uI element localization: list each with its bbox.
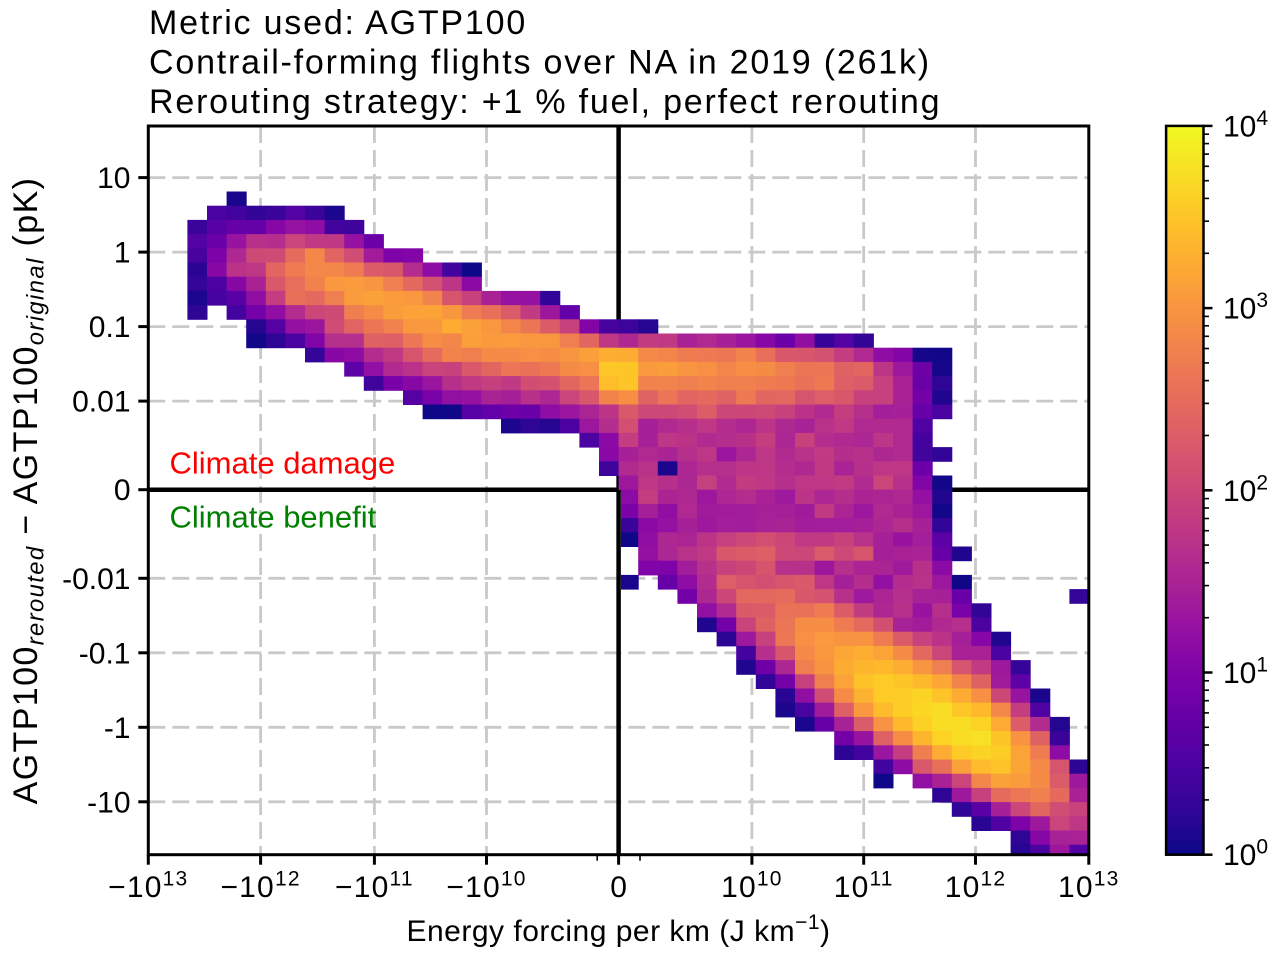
svg-text:1: 1 xyxy=(114,237,131,270)
svg-text:0.1: 0.1 xyxy=(89,311,131,344)
svg-text:0: 0 xyxy=(610,871,627,904)
svg-text:−1010: −1010 xyxy=(446,867,526,904)
svg-text:Climate damage: Climate damage xyxy=(170,446,396,481)
svg-text:Rerouting strategy: +1 % fuel,: Rerouting strategy: +1 % fuel, perfect r… xyxy=(149,83,941,121)
svg-text:Metric used: AGTP100: Metric used: AGTP100 xyxy=(149,4,527,42)
svg-text:Energy forcing per km (J km−1): Energy forcing per km (J km−1) xyxy=(406,911,830,948)
svg-text:-0.1: -0.1 xyxy=(79,637,131,670)
svg-text:-1: -1 xyxy=(104,712,131,745)
svg-text:Contrail-forming flights over: Contrail-forming flights over NA in 2019… xyxy=(149,44,931,82)
svg-text:0: 0 xyxy=(114,474,131,507)
svg-text:-0.01: -0.01 xyxy=(62,563,130,596)
svg-text:10: 10 xyxy=(97,162,130,195)
svg-text:0.01: 0.01 xyxy=(72,386,130,419)
svg-text:Climate benefit: Climate benefit xyxy=(170,499,377,534)
svg-text:-10: -10 xyxy=(87,786,130,819)
svg-text:1011: 1011 xyxy=(834,867,894,904)
